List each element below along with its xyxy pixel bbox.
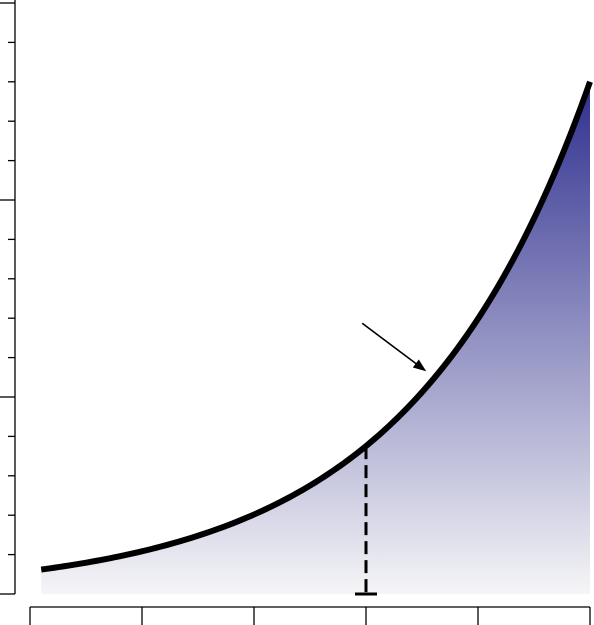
series-line	[40, 80, 593, 573]
area-fill	[41, 81, 590, 595]
annotation-arrow-head	[412, 359, 427, 372]
annotation-arrow-shaft	[361, 322, 423, 369]
area-layer	[41, 81, 590, 595]
marks-layer	[40, 80, 593, 596]
